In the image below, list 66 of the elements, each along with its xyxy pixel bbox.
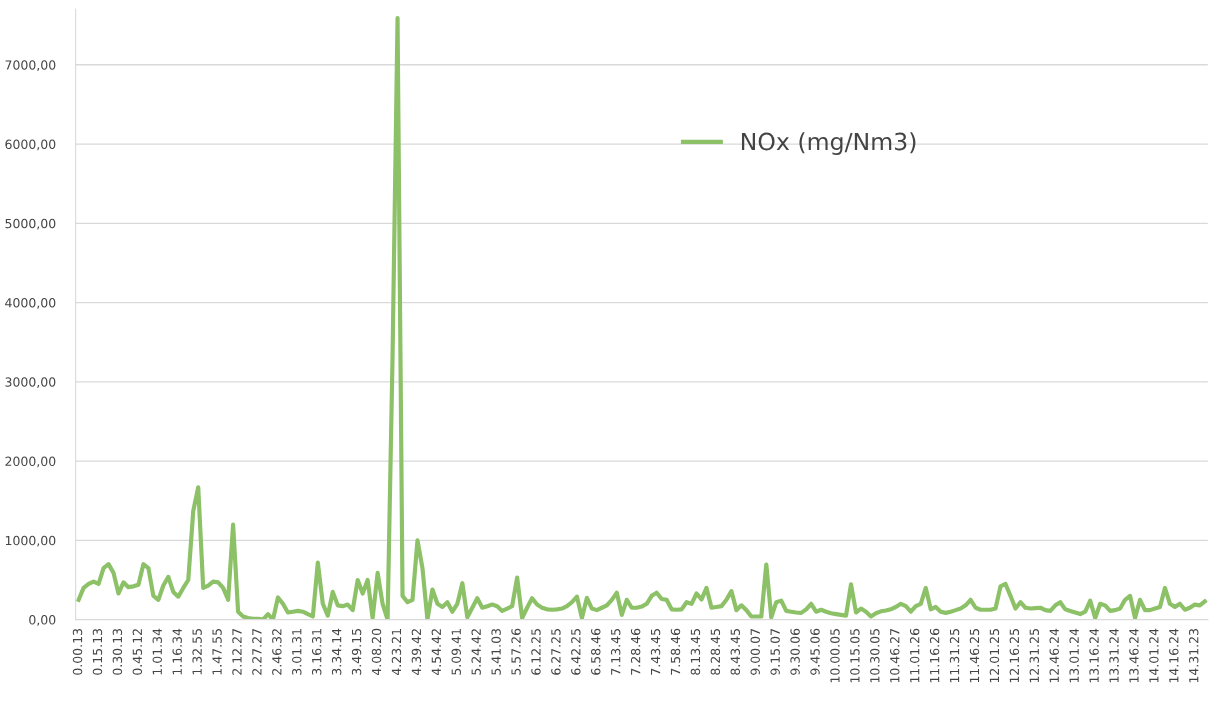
x-tick-label: 9.45.06 [810, 628, 820, 675]
x-tick-label: 1.32.55 [192, 629, 202, 675]
x-tick-label: 14.16.24 [1169, 628, 1179, 683]
x-tick-label: 14.01.24 [1149, 628, 1159, 683]
x-tick-label: 11.31.25 [949, 629, 960, 683]
x-tick-label: 0.45.12 [132, 629, 143, 675]
x-tick-label: 2.46.32 [272, 629, 282, 675]
x-tick-label: 8.43.45 [730, 629, 741, 675]
x-tick-label: 14.31.23 [1189, 628, 1199, 683]
x-tick-label: 4.23.21 [391, 629, 402, 676]
x-tick-label: 9.00.07 [750, 629, 760, 675]
x-tick-label: 12.46.24 [1049, 628, 1059, 683]
x-tick-label: 3.34.14 [331, 628, 342, 675]
x-tick-label: 1.16.34 [172, 628, 182, 675]
x-tick-label: 8.13.45 [690, 629, 701, 675]
x-tick-label: 11.16.26 [929, 628, 940, 683]
x-tick-label: 0.30.13 [112, 628, 123, 675]
x-tick-label: 12.31.25 [1029, 629, 1040, 683]
x-tick-label: 7.58.46 [670, 628, 681, 675]
x-tick-label: 3.49.15 [351, 629, 362, 675]
y-tick-label: 1000,00 [5, 535, 56, 547]
x-tick-label: 1.47.55 [212, 629, 222, 675]
y-tick-label: 5000,00 [5, 218, 56, 230]
x-tick-label: 3.01.31 [292, 629, 302, 675]
x-tick-label: 4.39.42 [411, 629, 422, 676]
x-tick-label: 3.16.31 [311, 629, 322, 675]
x-tick-label: 10.15.05 [850, 629, 860, 683]
x-tick-label: 7.28.46 [630, 628, 641, 675]
y-tick-label: 7000,00 [5, 60, 56, 72]
x-tick-label: 12.01.25 [989, 629, 1000, 683]
x-tick-label: 6.58.46 [591, 628, 601, 675]
x-tick-label: 0.00.13 [72, 628, 83, 675]
x-tick-label: 5.41.03 [491, 628, 501, 675]
x-tick-label: 5.24.42 [471, 629, 481, 675]
x-tick-label: 4.54.42 [431, 629, 442, 676]
y-tick-label: 4000,00 [5, 298, 56, 309]
x-tick-label: 10.46.27 [890, 629, 900, 683]
x-tick-label: 1.01.34 [152, 628, 162, 675]
x-tick-label: 7.13.45 [610, 629, 621, 675]
x-tick-label: 12.16.25 [1009, 629, 1020, 683]
y-tick-label: 0,00 [29, 615, 56, 626]
x-tick-label: 13.01.24 [1069, 628, 1079, 683]
x-tick-label: 11.01.26 [909, 628, 920, 683]
x-tick-label: 6.42.25 [571, 629, 581, 675]
x-tick-label: 5.09.41 [451, 629, 461, 675]
x-tick-label: 9.30.06 [790, 628, 800, 675]
x-tick-label: 11.46.25 [969, 629, 980, 683]
x-tick-label: 13.31.24 [1109, 628, 1119, 683]
x-tick-label: 0.15.13 [92, 628, 103, 675]
x-tick-label: 6.12.25 [531, 629, 541, 675]
y-tick-label: 6000,00 [5, 139, 56, 151]
legend-label: NOx (mg/Nm3) [741, 132, 916, 156]
x-tick-label: 6.27.25 [551, 629, 561, 675]
x-tick-label: 2.12.27 [232, 629, 242, 675]
x-tick-label: 5.57.26 [511, 628, 521, 675]
x-tick-label: 9.15.07 [770, 629, 780, 675]
y-tick-label: 2000,00 [5, 456, 56, 468]
x-tick-label: 10.30.05 [870, 629, 880, 683]
y-tick-label: 3000,00 [5, 377, 56, 389]
x-tick-label: 4.08.20 [371, 628, 382, 676]
x-tick-label: 2.27.27 [252, 629, 262, 675]
x-tick-label: 10.00.05 [830, 629, 840, 683]
x-tick-label: 13.16.24 [1089, 628, 1099, 683]
x-tick-label: 7.43.45 [650, 629, 661, 675]
x-tick-label: 13.46.24 [1129, 628, 1139, 683]
x-tick-label: 8.28.45 [710, 629, 721, 675]
